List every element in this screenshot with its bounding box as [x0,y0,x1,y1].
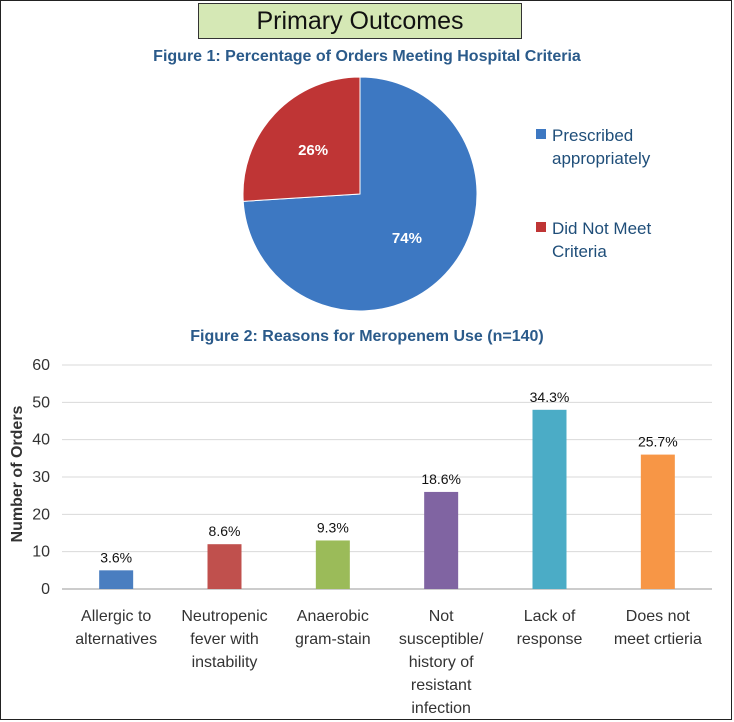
pie-data-label-prescribed: 74% [392,230,422,247]
bar-data-label: 8.6% [209,523,241,539]
x-tick-label: Does not meet crtieria [614,608,702,648]
y-tick-label: 20 [32,506,50,523]
legend-swatch-did-not-meet [536,222,546,232]
x-tick-label: Not susceptible/history of resistant infect… [399,608,484,717]
y-tick-label: 40 [32,432,50,449]
bar-data-label: 34.3% [530,389,570,405]
x-tick-label: Neutropenic fever with instability [181,608,267,671]
x-tick-label-line: Neutropenic [181,608,267,625]
x-tick-label-line: Not [429,608,454,625]
bar-1 [99,570,134,589]
x-tick-label-line: Does not [626,608,691,625]
bar-6 [640,454,675,589]
bar-data-label: 3.6% [100,549,132,565]
pie-data-label-did-not-meet: 26% [298,142,328,159]
bar-2 [207,544,242,589]
legend-item-prescribed: Prescribed appropriately [536,124,692,170]
x-tick-label-line: response [517,631,583,648]
figure-1-title: Figure 1: Percentage of Orders Meeting H… [153,48,581,65]
legend-label-did-not-meet: Did Not Meet Criteria [552,219,652,261]
y-tick-label: 60 [32,357,50,374]
bar-5 [532,409,567,589]
x-tick-label-line: Lack of [524,608,576,625]
page-title: Primary Outcomes [256,6,464,35]
y-tick-label: 10 [32,544,50,561]
x-tick-label-line: history of [409,654,474,671]
x-tick-label: Anaerobic gram-stain [295,608,371,648]
y-tick-label: 0 [41,581,50,598]
x-tick-label: Lack of response [517,608,583,648]
y-tick-label: 50 [32,394,50,411]
x-tick-label-line: gram-stain [295,631,371,648]
bar-data-label: 25.7% [638,434,678,450]
legend-swatch-prescribed [536,129,546,139]
x-tick-label: Allergic to alternatives [75,608,157,648]
x-tick-label-line: resistant [411,677,472,694]
x-tick-label-line: Allergic to [81,608,151,625]
bar-data-label: 9.3% [317,519,349,535]
page-title-banner: Primary Outcomes [198,3,522,39]
pie-slice-did-not-meet [242,76,361,202]
legend-item-did-not-meet: Did Not Meet Criteria [536,217,692,263]
bar-3 [315,540,350,589]
y-axis-label: Number of Orders [9,405,26,543]
x-tick-label-line: instability [192,654,258,671]
x-tick-label-line: infection [411,700,471,717]
legend-label-prescribed: Prescribed appropriately [552,126,651,168]
x-tick-label-line: fever with [190,631,258,648]
x-tick-label-line: susceptible/ [399,631,484,648]
figure-2-title: Figure 2: Reasons for Meropenem Use (n=1… [190,328,544,345]
x-tick-label-line: alternatives [75,631,157,648]
bar-4 [424,491,459,589]
x-tick-label-line: Anaerobic [297,608,369,625]
x-tick-label-line: meet crtieria [614,631,702,648]
bar-data-label: 18.6% [421,471,461,487]
y-tick-label: 30 [32,469,50,486]
